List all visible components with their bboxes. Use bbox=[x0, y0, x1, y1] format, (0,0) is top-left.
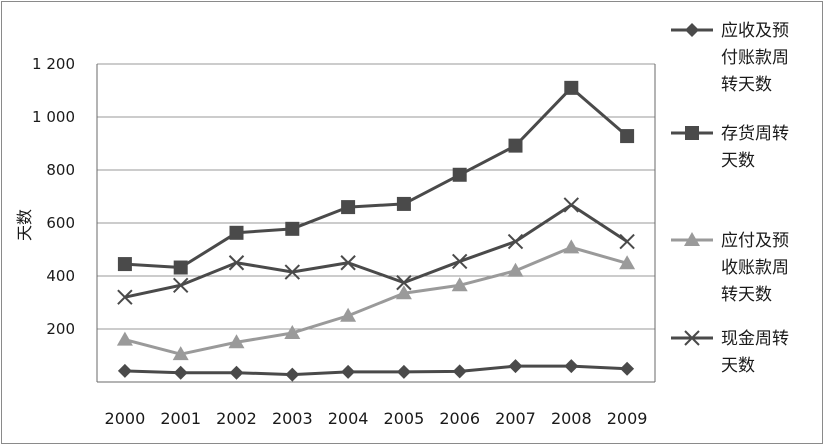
legend-marker bbox=[685, 126, 699, 140]
data-point bbox=[117, 257, 132, 272]
data-point bbox=[341, 364, 356, 379]
legend-label: 转天数 bbox=[721, 285, 772, 305]
data-point bbox=[229, 365, 244, 380]
legend-label: 应收及预 bbox=[721, 21, 789, 41]
series-line-2 bbox=[124, 86, 629, 270]
data-point bbox=[173, 260, 188, 275]
data-point bbox=[285, 221, 300, 236]
data-point bbox=[340, 255, 356, 271]
data-point bbox=[228, 255, 245, 271]
y-tick-label: 200 bbox=[46, 320, 75, 338]
x-tick-label: 2006 bbox=[439, 409, 480, 428]
legend-marker bbox=[685, 23, 699, 37]
data-point bbox=[451, 277, 468, 292]
y-axis-label: 天数 bbox=[15, 209, 34, 241]
data-point bbox=[564, 80, 579, 95]
series-line-3 bbox=[124, 245, 628, 356]
data-point bbox=[396, 274, 412, 291]
data-point bbox=[229, 225, 244, 240]
data-point bbox=[452, 167, 467, 182]
data-point bbox=[284, 264, 301, 280]
data-point bbox=[228, 334, 245, 349]
legend-label: 天数 bbox=[721, 151, 755, 171]
series-line-1 bbox=[124, 364, 628, 377]
data-point bbox=[172, 277, 189, 293]
data-point bbox=[452, 364, 467, 379]
x-tick-label: 2005 bbox=[384, 409, 425, 428]
data-point bbox=[563, 197, 580, 213]
data-point bbox=[117, 289, 133, 305]
data-point bbox=[620, 361, 635, 376]
x-tick-label: 2003 bbox=[272, 409, 313, 428]
data-point bbox=[173, 365, 188, 380]
data-point bbox=[508, 359, 523, 374]
legend-label: 收账款周 bbox=[721, 258, 789, 278]
data-point bbox=[620, 129, 635, 144]
legend-label: 天数 bbox=[721, 356, 755, 376]
data-point bbox=[619, 233, 635, 250]
y-tick-label: 800 bbox=[46, 161, 75, 179]
legend-marker bbox=[684, 232, 700, 246]
legend-label: 应付及预 bbox=[721, 231, 789, 251]
data-point bbox=[564, 359, 579, 374]
data-point bbox=[116, 331, 133, 346]
x-tick-label: 2007 bbox=[495, 409, 536, 428]
legend-label: 转天数 bbox=[721, 75, 772, 95]
x-tick-label: 2001 bbox=[160, 409, 201, 428]
legend-marker bbox=[684, 330, 700, 346]
data-point bbox=[507, 262, 524, 277]
data-point bbox=[284, 324, 301, 339]
data-point bbox=[340, 307, 357, 322]
data-point bbox=[172, 346, 189, 361]
data-point bbox=[396, 364, 411, 379]
data-point bbox=[395, 285, 412, 300]
legend-label: 存货周转 bbox=[721, 124, 789, 144]
x-tick-label: 2000 bbox=[105, 409, 146, 428]
data-point bbox=[341, 200, 356, 215]
y-tick-label: 1 000 bbox=[32, 108, 75, 126]
data-point bbox=[507, 233, 524, 250]
data-point bbox=[285, 367, 300, 382]
legend-label: 现金周转 bbox=[721, 329, 789, 349]
y-tick-label: 400 bbox=[46, 267, 75, 285]
y-tick-label: 600 bbox=[46, 214, 75, 232]
x-tick-label: 2008 bbox=[551, 409, 592, 428]
data-point bbox=[451, 253, 468, 270]
data-point bbox=[396, 196, 411, 211]
x-tick-label: 2009 bbox=[607, 409, 648, 428]
data-point bbox=[117, 363, 132, 378]
data-point bbox=[619, 255, 636, 270]
x-tick-label: 2004 bbox=[328, 409, 369, 428]
y-tick-label: 1 200 bbox=[32, 55, 75, 73]
series-line-4 bbox=[124, 203, 628, 299]
x-tick-label: 2002 bbox=[216, 409, 257, 428]
legend-label: 付账款周 bbox=[721, 48, 789, 68]
data-point bbox=[563, 239, 580, 254]
data-point bbox=[508, 138, 523, 153]
